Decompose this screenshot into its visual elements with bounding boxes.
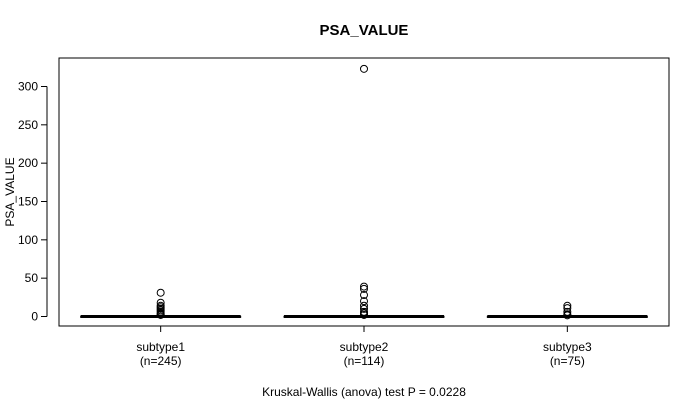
y-tick-label: 200 <box>18 156 38 170</box>
category-n-label: (n=75) <box>550 354 585 368</box>
category-n-label: (n=245) <box>140 354 182 368</box>
box-subtype3 <box>486 301 648 320</box>
y-tick-label: 0 <box>31 310 38 324</box>
outlier-point <box>360 282 368 291</box>
outlier-point <box>360 304 368 313</box>
y-tick-label: 100 <box>18 233 38 247</box>
outlier-point <box>360 64 368 73</box>
box-groups <box>80 64 648 320</box>
category-n-label: (n=114) <box>344 354 385 368</box>
y-tick-label: 50 <box>25 271 39 285</box>
outlier-point <box>156 310 165 319</box>
outlier-point <box>563 307 572 316</box>
outlier-point <box>360 310 368 319</box>
category-label: subtype2 <box>340 340 389 354</box>
outlier-point <box>156 288 165 297</box>
y-tick-label: 300 <box>18 79 38 93</box>
outlier-point <box>563 311 572 320</box>
outlier-point <box>360 301 368 310</box>
box-subtype1 <box>80 288 242 319</box>
outlier-point <box>360 284 368 293</box>
y-tick-label: 250 <box>18 118 38 132</box>
outlier-point <box>156 298 165 307</box>
y-axis: 0 50 100 150 200 250 300 <box>18 79 48 324</box>
outlier-point <box>563 301 572 310</box>
box-subtype2 <box>283 64 445 319</box>
outlier-point <box>360 297 368 306</box>
category-label: subtype1 <box>136 340 185 354</box>
chart-title: PSA_VALUE <box>320 22 409 39</box>
test-statistic-note: Kruskal-Wallis (anova) test P = 0.0228 <box>262 385 466 399</box>
x-axis-labels: subtype1(n=245) subtype2(n=114) subtype3(n… <box>136 326 592 368</box>
category-label: subtype3 <box>543 340 592 354</box>
y-tick-label: 150 <box>18 194 38 208</box>
outlier-point <box>360 291 368 300</box>
y-axis-label: PSA_VALUE <box>3 157 17 226</box>
